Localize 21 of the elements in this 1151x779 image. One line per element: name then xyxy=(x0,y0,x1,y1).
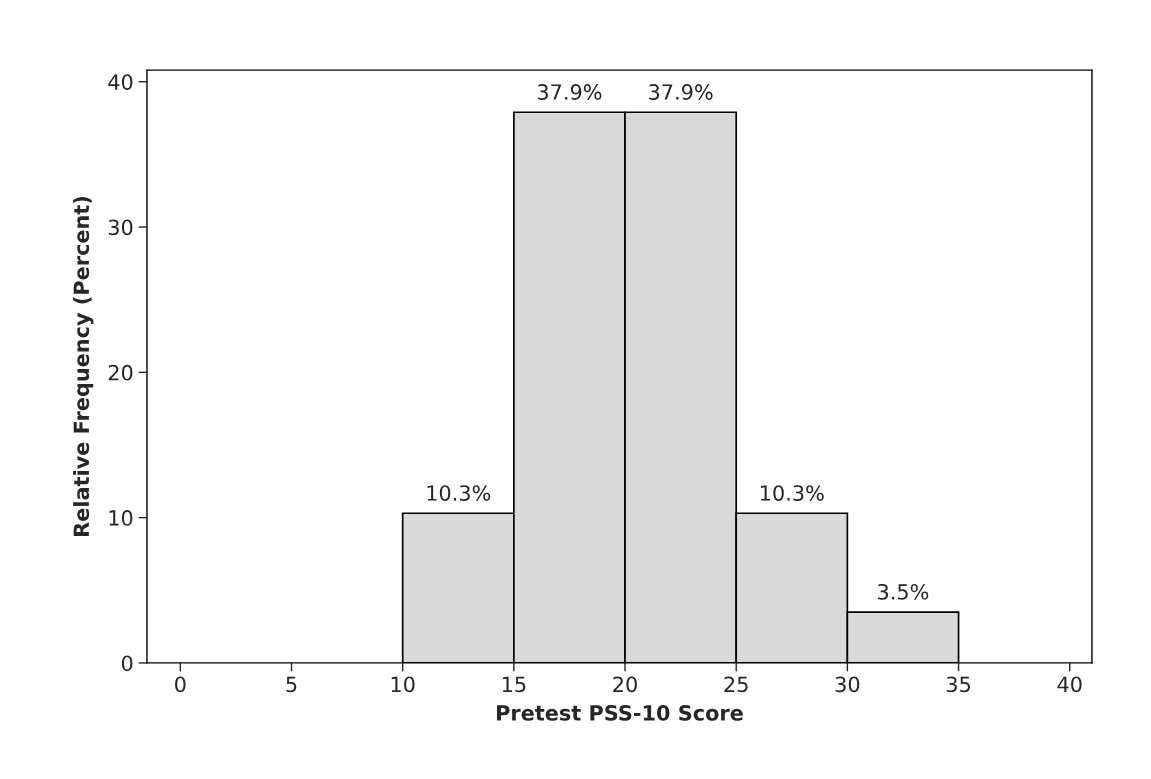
x-tick-label: 20 xyxy=(613,676,637,693)
y-tick-label: 20 xyxy=(108,364,133,381)
x-tick-label: 35 xyxy=(946,676,970,693)
x-tick-label: 40 xyxy=(1057,676,1082,693)
x-tick-label: 25 xyxy=(724,676,748,693)
x-tick-label: 15 xyxy=(502,676,526,693)
x-tick-label: 0 xyxy=(175,676,186,693)
y-tick-label: 40 xyxy=(108,74,133,90)
y-axis-title: Relative Frequency (Percent) xyxy=(73,197,94,536)
y-tick-label: 10 xyxy=(109,510,133,526)
data-label: 10.3% xyxy=(760,485,824,501)
x-tick-label: 5 xyxy=(286,676,297,693)
y-tick-label: 30 xyxy=(108,219,133,236)
x-axis-title: Pretest PSS-10 Score xyxy=(497,704,743,721)
data-label: 3.5% xyxy=(878,583,929,600)
x-tick-label: 10 xyxy=(391,676,415,693)
data-label: 37.9% xyxy=(537,84,602,100)
x-tick-label: 30 xyxy=(835,676,860,693)
data-label: 37.9% xyxy=(649,84,713,100)
y-tick-label: 0 xyxy=(121,655,133,672)
data-label: 10.3% xyxy=(427,485,491,501)
